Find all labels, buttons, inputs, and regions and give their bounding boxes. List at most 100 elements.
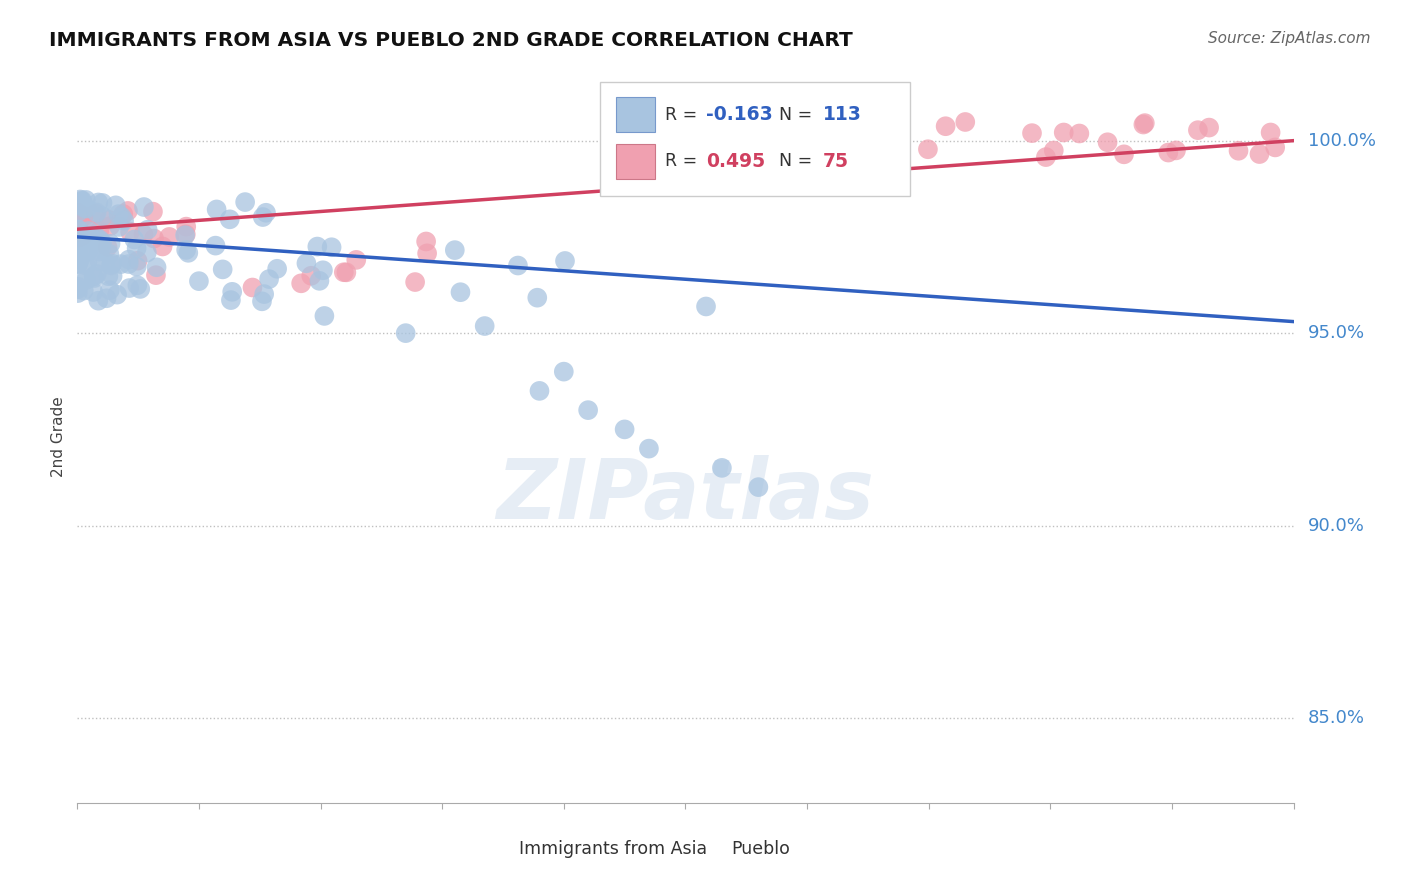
Point — [70, 194, 93, 208]
Point — [69, 235, 91, 249]
Point — [72, 228, 94, 243]
Point — [98, 283, 121, 297]
Point — [143, 231, 166, 245]
Bar — [616, 97, 655, 132]
Point — [1132, 118, 1154, 132]
Point — [66, 257, 89, 271]
Text: 75: 75 — [823, 152, 849, 171]
Point — [1021, 126, 1043, 140]
Point — [132, 200, 155, 214]
Point — [73, 210, 96, 224]
Point — [67, 280, 90, 294]
Point — [118, 257, 141, 271]
Point — [314, 309, 336, 323]
Point — [187, 274, 209, 288]
Text: R =: R = — [665, 105, 703, 123]
Point — [404, 275, 426, 289]
Point — [118, 225, 141, 239]
Point — [312, 263, 335, 277]
Point — [89, 233, 111, 247]
Text: Immigrants from Asia: Immigrants from Asia — [519, 840, 707, 858]
Point — [252, 210, 274, 224]
Point — [82, 285, 104, 299]
Point — [266, 261, 288, 276]
Point — [75, 259, 97, 273]
Point — [553, 365, 575, 379]
Point — [1260, 126, 1282, 140]
Point — [129, 282, 152, 296]
Point — [1069, 127, 1091, 141]
Text: ZIPatlas: ZIPatlas — [496, 455, 875, 536]
Point — [253, 287, 276, 301]
Point — [157, 230, 180, 244]
Point — [70, 194, 93, 209]
Point — [299, 268, 322, 283]
Point — [174, 243, 197, 257]
Point — [135, 245, 157, 260]
Point — [73, 284, 96, 298]
Point — [112, 207, 135, 221]
Point — [96, 291, 118, 305]
Text: 85.0%: 85.0% — [1308, 709, 1365, 727]
Point — [75, 273, 97, 287]
Point — [450, 285, 472, 300]
Point — [84, 230, 107, 244]
Point — [90, 242, 112, 256]
Point — [152, 239, 174, 253]
FancyBboxPatch shape — [600, 82, 911, 195]
Point — [335, 265, 357, 279]
Point — [101, 268, 124, 283]
Point — [70, 274, 93, 288]
Point — [759, 117, 782, 131]
Point — [69, 193, 91, 207]
Point — [84, 207, 107, 221]
Point — [290, 277, 312, 291]
Point — [1227, 144, 1250, 158]
Point — [105, 287, 128, 301]
Point — [416, 246, 439, 260]
Point — [613, 422, 636, 436]
Point — [112, 214, 135, 228]
Point — [634, 131, 657, 145]
Point — [87, 195, 110, 210]
Point — [69, 225, 91, 239]
Point — [87, 293, 110, 308]
Point — [83, 269, 105, 284]
Point — [652, 129, 675, 144]
Point — [747, 480, 769, 494]
Point — [145, 268, 167, 282]
Point — [127, 278, 149, 293]
Point — [66, 282, 89, 296]
Point — [935, 120, 957, 134]
Y-axis label: 2nd Grade: 2nd Grade — [51, 397, 66, 477]
Point — [204, 238, 226, 252]
Point — [86, 205, 108, 219]
Point — [827, 127, 849, 141]
Point — [91, 196, 114, 211]
Text: 100.0%: 100.0% — [1308, 132, 1376, 150]
Point — [97, 269, 120, 284]
Point — [174, 228, 197, 243]
Point — [344, 252, 367, 267]
Point — [846, 147, 869, 161]
Point — [664, 134, 686, 148]
Point — [1198, 120, 1220, 135]
Point — [66, 244, 89, 259]
Point — [66, 213, 89, 227]
Point — [136, 223, 159, 237]
Text: Pueblo: Pueblo — [731, 840, 790, 858]
Point — [69, 229, 91, 244]
Point — [79, 232, 101, 246]
Point — [67, 223, 90, 237]
Point — [1264, 140, 1286, 154]
Point — [82, 222, 104, 236]
Point — [211, 262, 233, 277]
Point — [127, 253, 149, 268]
Point — [242, 280, 264, 294]
Point — [321, 240, 343, 254]
Point — [91, 235, 114, 250]
Text: 0.495: 0.495 — [706, 152, 765, 171]
Point — [506, 259, 529, 273]
Point — [91, 209, 114, 223]
Point — [72, 209, 94, 223]
